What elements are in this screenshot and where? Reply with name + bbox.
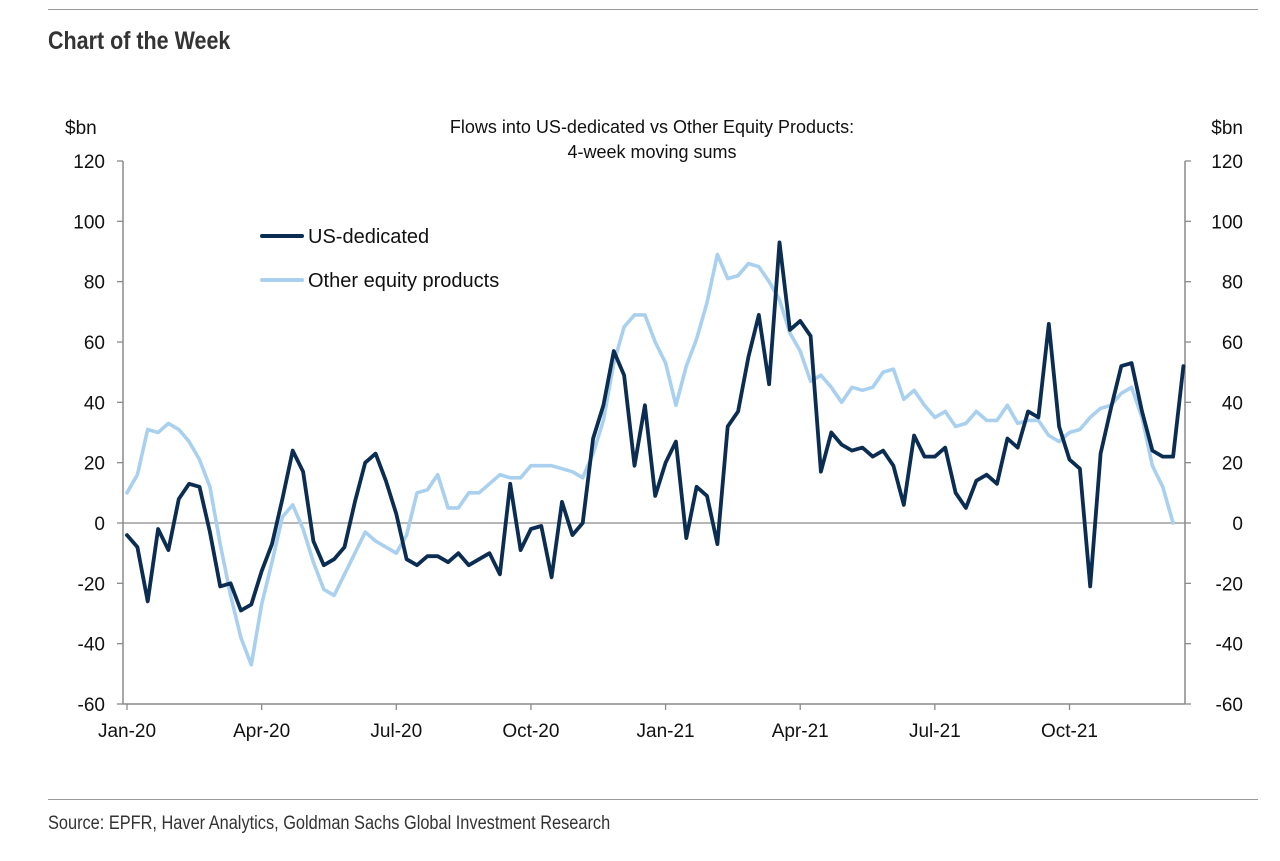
x-tick-label: Apr-20 bbox=[233, 721, 290, 742]
y-tick-label-right: 80 bbox=[1222, 273, 1243, 294]
chart-title: Flows into US-dedicated vs Other Equity … bbox=[450, 117, 854, 137]
legend-label: US-dedicated bbox=[308, 226, 429, 248]
x-tick-label: Oct-21 bbox=[1041, 721, 1098, 742]
y-tick-label-left: 60 bbox=[84, 333, 105, 354]
x-tick-label: Jan-20 bbox=[98, 721, 156, 742]
y-tick-label-left: -60 bbox=[78, 695, 105, 716]
x-tick-label: Jan-21 bbox=[637, 721, 695, 742]
y-tick-label-right: 0 bbox=[1232, 514, 1243, 535]
x-tick-label: Jul-21 bbox=[909, 721, 961, 742]
y-tick-label-left: -20 bbox=[78, 574, 105, 595]
axes: 120 120 100 100 80 80 60 60 40 40 20 20 0 0 -20 -20 -40 -… bbox=[73, 152, 1243, 742]
bottom-rule bbox=[48, 799, 1258, 800]
y-tick-label-right: -40 bbox=[1216, 635, 1243, 656]
source-note: Source: EPFR, Haver Analytics, Goldman S… bbox=[48, 813, 611, 834]
y-tick-label-right: 40 bbox=[1222, 393, 1243, 414]
legend: US-dedicated Other equity products bbox=[260, 226, 499, 292]
chart-subtitle: 4-week moving sums bbox=[567, 142, 736, 162]
y-axis-left-label: $bn bbox=[65, 118, 97, 139]
legend-label: Other equity products bbox=[308, 270, 499, 292]
y-tick-label-left: -40 bbox=[78, 635, 105, 656]
y-tick-label-right: 120 bbox=[1211, 152, 1243, 173]
y-axis-right-label: $bn bbox=[1211, 118, 1243, 139]
page-title: Chart of the Week bbox=[48, 27, 231, 55]
top-rule bbox=[48, 9, 1258, 10]
series-lines bbox=[125, 240, 1186, 667]
y-tick-label-right: -60 bbox=[1216, 695, 1243, 716]
y-tick-label-right: 60 bbox=[1222, 333, 1243, 354]
y-tick-label-left: 120 bbox=[73, 152, 105, 173]
line-chart: Flows into US-dedicated vs Other Equity … bbox=[65, 117, 1243, 742]
y-tick-label-left: 0 bbox=[94, 514, 105, 535]
x-tick-label: Jul-20 bbox=[370, 721, 422, 742]
y-tick-label-left: 20 bbox=[84, 454, 105, 475]
y-tick-label-right: 100 bbox=[1211, 212, 1243, 233]
y-tick-label-left: 40 bbox=[84, 393, 105, 414]
y-tick-label-left: 100 bbox=[73, 212, 105, 233]
y-tick-label-left: 80 bbox=[84, 273, 105, 294]
x-tick-label: Apr-21 bbox=[772, 721, 829, 742]
series-line-us-dedicated bbox=[125, 240, 1186, 613]
series-line-other-equity bbox=[125, 252, 1175, 667]
y-tick-label-right: -20 bbox=[1216, 574, 1243, 595]
y-tick-label-right: 20 bbox=[1222, 454, 1243, 475]
x-tick-label: Oct-20 bbox=[502, 721, 559, 742]
